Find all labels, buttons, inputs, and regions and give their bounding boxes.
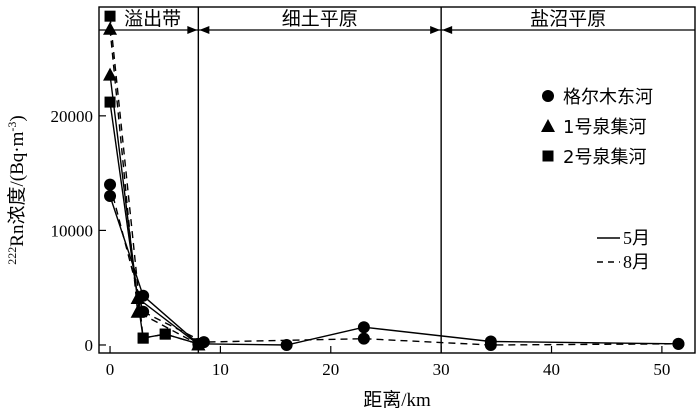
series-line (109, 74, 199, 345)
series-line (109, 28, 199, 346)
axes-layer: 0 10 20 30 40 50 0 10000 20000 (51, 6, 696, 379)
x-tick-label: 0 (106, 360, 115, 379)
zones-layer: 溢出带 细土平原 盐沼平原 (99, 7, 695, 353)
zone-arrow-left (199, 26, 210, 34)
legend-layer: 格尔木东河 1号泉集河 2号泉集河 5月 8月 (541, 87, 653, 272)
data-point (137, 332, 149, 344)
legend-label: 1号泉集河 (563, 117, 646, 138)
legend-marker-circle (542, 90, 554, 102)
series-line (109, 184, 679, 346)
data-point (672, 337, 685, 350)
x-tick-label: 30 (433, 360, 450, 379)
series-line (109, 195, 679, 346)
zone-arrow-right (430, 26, 441, 34)
data-point (104, 96, 116, 108)
y-tick-label: 10000 (51, 221, 94, 240)
zone-arrow-left (442, 26, 453, 34)
data-point (192, 338, 204, 350)
data-point (357, 332, 370, 345)
data-point (103, 67, 118, 81)
zone-label: 溢出带 (124, 8, 181, 30)
legend-line-label: 8月 (623, 252, 650, 272)
data-point (159, 328, 171, 340)
x-tick-label: 40 (543, 360, 560, 379)
y-axis-title-main: Rn浓度/(Bq·m (6, 131, 28, 246)
zone-arrow-right (187, 26, 198, 34)
legend-marker-triangle (541, 119, 555, 132)
data-point (130, 304, 145, 318)
y-axis-title-exponent: -3 (5, 122, 19, 132)
zone-label: 盐沼平原 (530, 8, 606, 30)
series-layer (103, 10, 685, 351)
data-point (104, 178, 117, 191)
y-tick-label: 20000 (51, 107, 94, 126)
legend-label: 格尔木东河 (563, 87, 653, 108)
legend-marker-square (542, 150, 554, 162)
x-axis-title: 距离/km (363, 389, 431, 411)
data-point (280, 338, 293, 351)
x-tick-label: 20 (322, 360, 339, 379)
x-tick-label: 10 (212, 360, 229, 379)
y-axis-title-superscript: 222 (5, 247, 19, 265)
zone-label: 细土平原 (282, 8, 358, 30)
legend-label: 2号泉集河 (563, 147, 646, 168)
y-tick-label: 0 (85, 336, 94, 355)
series-line (109, 16, 199, 345)
y-axis-title-close: ) (7, 115, 28, 121)
legend-line-label: 5月 (623, 228, 650, 248)
plot-frame (98, 6, 696, 354)
data-point (104, 10, 116, 22)
data-point (484, 338, 497, 351)
data-point (357, 321, 370, 334)
y-axis-title: 222Rn浓度/(Bq·m-3) (5, 115, 28, 264)
data-point (103, 21, 118, 35)
x-tick-label: 50 (653, 360, 670, 379)
